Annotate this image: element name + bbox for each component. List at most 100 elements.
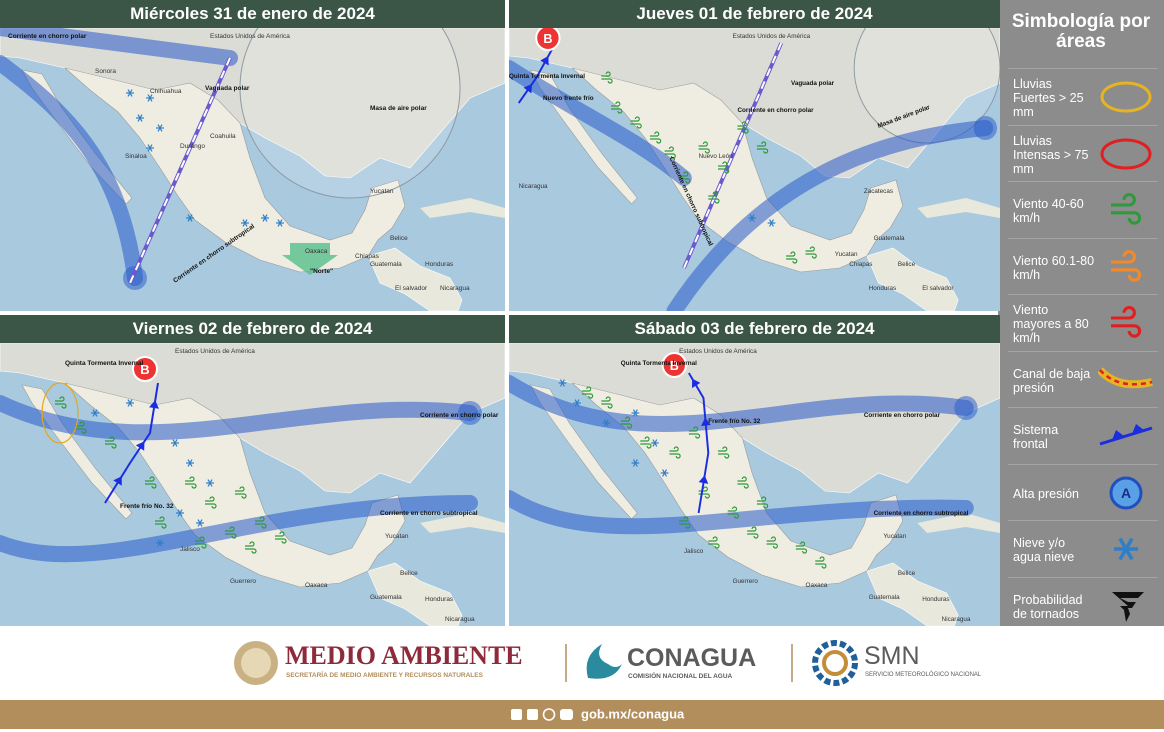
- legend-symbol: [1099, 424, 1153, 446]
- feature-label: Quinta Tormenta Invernal: [65, 360, 143, 367]
- url[interactable]: gob.mx/conagua: [581, 706, 685, 721]
- wind-icon: [1110, 249, 1142, 282]
- legend-label: Alta presión: [1013, 486, 1080, 501]
- snow-icon: [558, 379, 567, 387]
- snow-stroke: [560, 379, 565, 387]
- map: Estados Unidos de América Corriente en ch…: [0, 28, 505, 311]
- feature-label: Corriente en chorro polar: [8, 33, 87, 40]
- service-sub: SERVICIO METEOROLÓGICO NACIONAL: [865, 671, 982, 678]
- map-panel: Viernes 02 de febrero de 2024 B Estados Un…: [0, 315, 505, 626]
- snow-icon: [767, 219, 776, 227]
- twitter-icon[interactable]: [527, 709, 538, 720]
- place-label: Jalisco: [180, 546, 200, 553]
- wind-icon: [611, 101, 623, 114]
- place-label: Nicaragua: [440, 285, 470, 292]
- place-label: Honduras: [425, 596, 454, 603]
- place-label: Guerrero: [230, 578, 256, 585]
- wind-icon: [718, 446, 730, 459]
- place-label: Sinaloa: [125, 153, 147, 160]
- place-label: Zacatecas: [864, 188, 893, 195]
- place-label: El salvador: [395, 285, 428, 292]
- snow-icon: [1114, 537, 1138, 561]
- snow-icon: [171, 439, 179, 447]
- facebook-icon[interactable]: [511, 709, 522, 720]
- legend-symbol: [1114, 537, 1138, 561]
- feature-label: Vaguada polar: [205, 85, 250, 92]
- snow-icon: [573, 399, 581, 407]
- wind-icon: [795, 541, 808, 554]
- legend-item: Lluvias Intensas > 75 mm: [1008, 124, 1158, 184]
- snow-stroke: [177, 509, 183, 517]
- air-mass: [239, 28, 461, 199]
- jet-stream: [0, 395, 478, 441]
- high-symbol: A: [1121, 485, 1131, 501]
- snow-stroke: [769, 219, 774, 227]
- wind-icon: [737, 121, 749, 134]
- mexico: [572, 382, 904, 588]
- legend-label: Nieve y/o agua nieve: [1013, 536, 1075, 564]
- wind-icon: [1110, 193, 1142, 225]
- feature-label: Corriente en chorro polar: [737, 107, 814, 114]
- youtube-icon[interactable]: [560, 709, 573, 720]
- wind-icon: [669, 446, 681, 459]
- jet-head: [973, 116, 998, 140]
- place-label: Belice: [898, 570, 916, 577]
- legend-item: Viento mayores a 80 km/h: [1008, 294, 1158, 353]
- legend-label: Canal de baja presión: [1013, 366, 1091, 395]
- snow-stroke: [157, 124, 163, 132]
- central-america: [866, 562, 959, 626]
- smn-logo-inner: [822, 650, 848, 676]
- legend-item: Canal de baja presión: [1008, 350, 1158, 410]
- jet-stream: [666, 120, 994, 311]
- snow-icon: [91, 409, 99, 417]
- norte-arrow: [282, 243, 338, 275]
- feature-label: Corriente en chorro subtropical: [380, 510, 478, 517]
- wind-icon: [815, 556, 827, 569]
- snow-icon: [660, 469, 669, 477]
- instagram-icon[interactable]: [542, 708, 556, 721]
- legend-item: Lluvias Fuertes > 25 mm: [1008, 68, 1158, 127]
- legend-symbol: [1098, 366, 1153, 388]
- mexico: [572, 67, 904, 273]
- trough-icon: [1099, 368, 1153, 385]
- place-label: Estados Unidos de América: [210, 33, 290, 40]
- low-pressure: [535, 28, 561, 51]
- feature-label: Nuevo frente frío: [543, 95, 594, 102]
- wind-icon: [155, 516, 167, 529]
- social-band: gob.mx/conagua: [0, 700, 1164, 729]
- place-label: Belice: [400, 570, 418, 577]
- snow-stroke: [187, 214, 193, 222]
- map-panel: Jueves 01 de febrero de 2024 B Estados Uni…: [509, 0, 1000, 311]
- wind-icon: [225, 526, 237, 539]
- place-label: Guatemala: [370, 594, 402, 601]
- place-label: Yucatan: [370, 188, 394, 195]
- conagua-logo: [586, 644, 622, 679]
- footer-logos: MEDIO AMBIENTE SECRETARÍA DE MEDIO AMBIE…: [234, 640, 982, 686]
- snow-stroke: [242, 219, 248, 227]
- social: gob.mx/conagua: [511, 706, 685, 721]
- front-triangle: [149, 400, 159, 409]
- snow-stroke: [1118, 537, 1134, 561]
- legend-label: Sistema frontal: [1013, 423, 1059, 451]
- feature-label: Corriente en chorro polar: [420, 412, 499, 419]
- low-pressure: [132, 356, 158, 382]
- jet-stream: [0, 28, 238, 66]
- wind-icon: [205, 496, 217, 509]
- wind-icon: [105, 436, 117, 449]
- rain-area: [41, 382, 79, 444]
- place-label: Belice: [898, 261, 916, 268]
- snow-icon: [146, 94, 154, 102]
- legend: Simbología por áreas Lluvias Fuertes > 2…: [998, 0, 1164, 626]
- front-triangle: [701, 417, 711, 426]
- low-symbol: B: [140, 362, 149, 377]
- snow-icon: [186, 459, 194, 467]
- wind-icon: [1110, 193, 1142, 225]
- place-label: Durango: [180, 143, 205, 150]
- snow-stroke: [127, 399, 133, 407]
- jet-head: [954, 396, 978, 420]
- jet-stream: [509, 60, 692, 186]
- front-triangle: [698, 475, 709, 484]
- wind-icon: [766, 536, 778, 549]
